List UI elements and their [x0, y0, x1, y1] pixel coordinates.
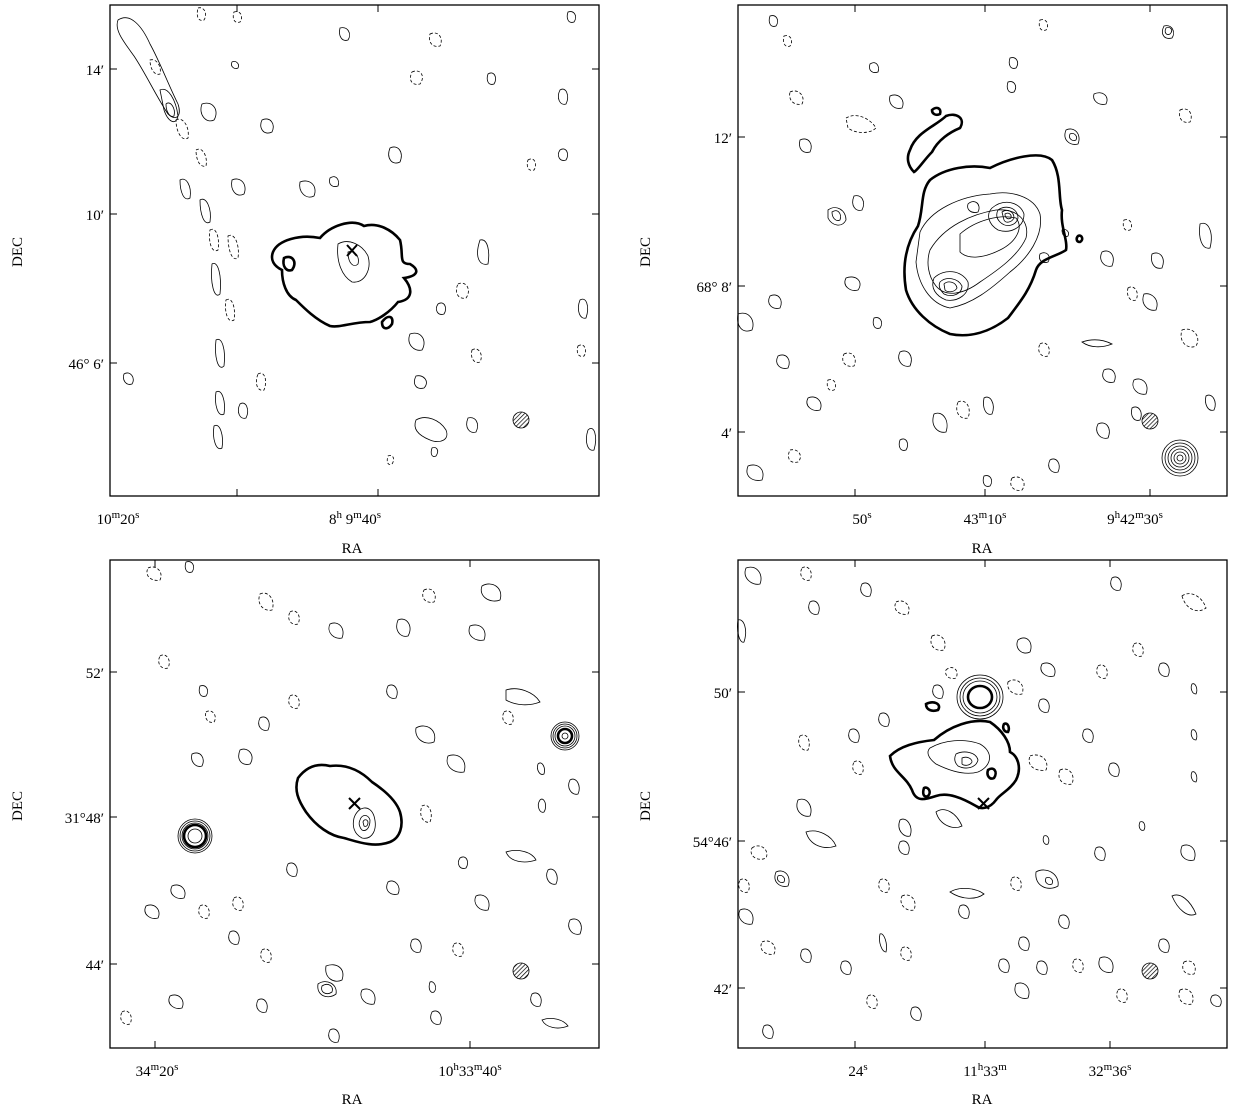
beam-ellipse	[512, 411, 530, 429]
x-axis-label: RA	[342, 541, 363, 557]
source-marker	[977, 797, 990, 810]
contour-map	[120, 561, 582, 1043]
bold-contour	[888, 719, 1021, 810]
ra-tick-label: 50s	[852, 509, 871, 528]
source-marker	[348, 797, 361, 810]
y-axis-label: DEC	[638, 237, 654, 267]
axis-ticks	[110, 560, 599, 1048]
axis-ticks	[110, 5, 599, 496]
contour-map	[737, 15, 1216, 491]
panel-top-left: 14′ 10′ 46° 6′ 10m20s 8h 9m40s RA DEC	[10, 4, 600, 557]
panel-bottom-right: 50′ 54°46′ 42′ 24s 11h33m 32m36s RA DEC	[638, 559, 1228, 1108]
ra-tick-label: 8h 9m40s	[329, 509, 381, 528]
ra-tick-label: 11h33m	[963, 1061, 1007, 1080]
axis-ticks	[738, 5, 1227, 496]
dec-tick-label: 44′	[86, 958, 104, 974]
x-axis-label: RA	[972, 1092, 993, 1108]
ra-tick-label: 43m10s	[964, 509, 1007, 528]
dec-tick-label: 10′	[86, 208, 104, 224]
dec-tick-label: 50′	[714, 686, 732, 702]
dec-tick-label: 12′	[714, 131, 732, 147]
ra-tick-label: 32m36s	[1089, 1061, 1132, 1080]
bold-contour	[295, 763, 403, 846]
beam-ellipse	[1141, 412, 1159, 430]
plot-frame	[109, 559, 600, 1049]
bold-contour	[903, 154, 1068, 337]
plot-frame	[737, 559, 1228, 1049]
bold-contour	[270, 221, 418, 328]
plot-frame	[737, 4, 1228, 497]
dec-tick-label: 52′	[86, 666, 104, 682]
plot-frame	[109, 4, 600, 497]
dec-tick-label: 54°46′	[693, 835, 732, 851]
source-marker	[346, 244, 358, 257]
beam-ellipse	[1141, 962, 1159, 980]
contour-map	[737, 566, 1222, 1039]
ra-tick-label: 24s	[848, 1061, 867, 1080]
x-axis-label: RA	[972, 541, 993, 557]
dec-tick-label: 14′	[86, 63, 104, 79]
y-axis-label: DEC	[10, 791, 26, 821]
ra-tick-label: 10m20s	[97, 509, 140, 528]
dec-tick-label: 31°48′	[65, 811, 104, 827]
ra-tick-label: 34m20s	[136, 1061, 179, 1080]
contour-map	[116, 7, 596, 465]
y-axis-label: DEC	[638, 791, 654, 821]
ra-tick-label: 9h42m30s	[1107, 509, 1163, 528]
dec-tick-label: 68° 8′	[696, 280, 732, 296]
axis-ticks	[738, 560, 1227, 1048]
dec-tick-label: 4′	[721, 426, 732, 442]
x-axis-label: RA	[342, 1092, 363, 1108]
ra-tick-label: 10h33m40s	[438, 1061, 501, 1080]
panel-bottom-left: 52′ 31°48′ 44′ 34m20s 10h33m40s RA DEC	[10, 559, 600, 1108]
dec-tick-label: 42′	[714, 982, 732, 998]
y-axis-label: DEC	[10, 237, 26, 267]
panel-top-right: 12′ 68° 8′ 4′ 50s 43m10s 9h42m30s RA DEC	[638, 4, 1228, 557]
dec-tick-label: 46° 6′	[68, 357, 104, 373]
beam-ellipse	[512, 962, 530, 980]
